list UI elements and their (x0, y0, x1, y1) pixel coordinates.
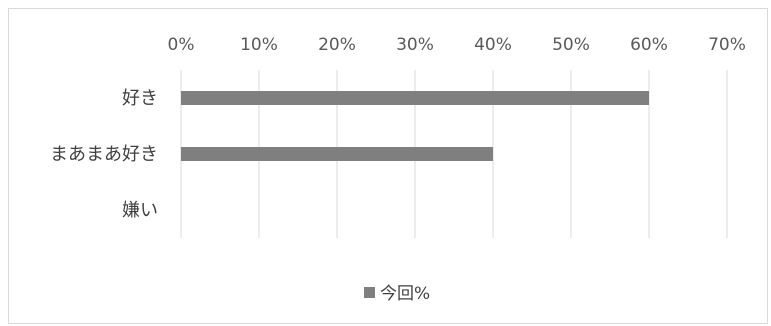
x-tick-label: 40% (474, 35, 512, 55)
x-tick-labels: 0% 10% 20% 30% 40% 50% 60% 70% (168, 35, 746, 55)
category-label: 好き (122, 88, 158, 109)
bar (181, 147, 493, 161)
legend-swatch (364, 287, 375, 298)
chart-frame (8, 8, 768, 324)
bar (181, 91, 649, 105)
x-tick-label: 10% (240, 35, 278, 55)
category-label: 嫌い (122, 200, 158, 221)
category-label: まあまあ好き (50, 144, 158, 165)
x-tick-label: 60% (630, 35, 668, 55)
x-tick-label: 50% (552, 35, 590, 55)
legend: 今回% (364, 284, 430, 304)
bars (181, 91, 649, 161)
x-tick-label: 0% (168, 35, 195, 55)
x-tick-label: 20% (318, 35, 356, 55)
legend-label: 今回% (380, 284, 430, 304)
x-tick-label: 70% (708, 35, 746, 55)
x-tick-label: 30% (396, 35, 434, 55)
